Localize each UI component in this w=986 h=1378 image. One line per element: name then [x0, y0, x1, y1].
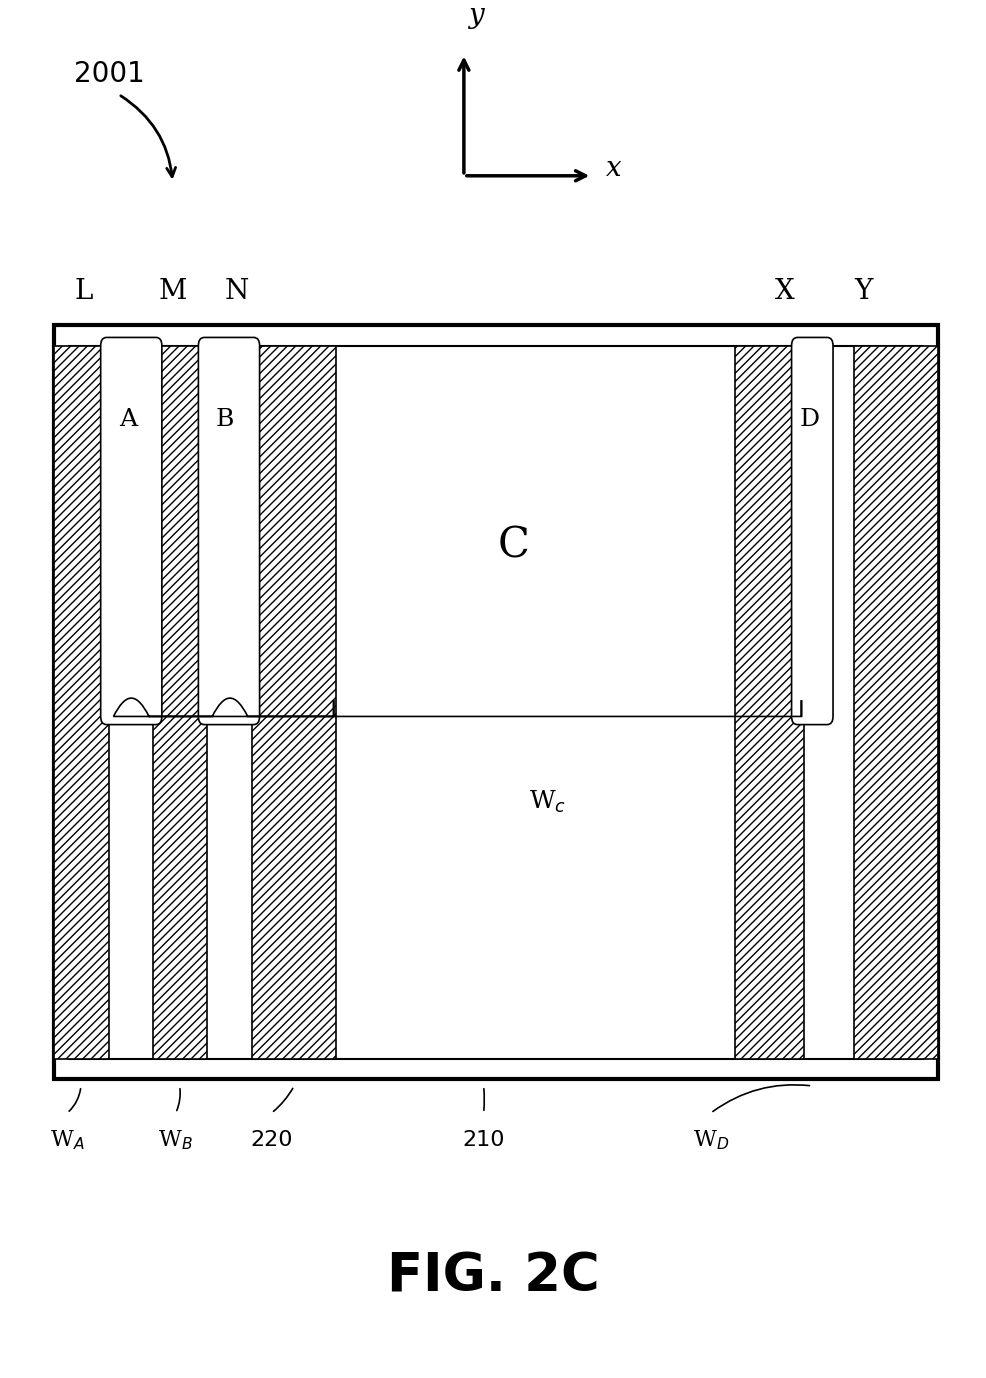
Text: L: L: [75, 278, 93, 305]
Text: 210: 210: [461, 1130, 505, 1151]
Text: D: D: [799, 408, 818, 431]
Text: M: M: [159, 278, 186, 305]
Text: W$_B$: W$_B$: [158, 1129, 193, 1152]
Bar: [69, 346, 922, 1058]
Bar: [153, 346, 207, 1058]
Text: W$_A$: W$_A$: [49, 1129, 85, 1152]
Text: Y: Y: [854, 278, 872, 305]
FancyBboxPatch shape: [791, 338, 832, 725]
Text: y: y: [467, 3, 483, 29]
Bar: [251, 346, 335, 1058]
Text: N: N: [225, 278, 248, 305]
Text: X: X: [774, 278, 794, 305]
Text: A: A: [119, 408, 137, 431]
Bar: [54, 325, 937, 1079]
FancyBboxPatch shape: [198, 338, 259, 725]
Text: C: C: [497, 524, 528, 566]
Text: 220: 220: [249, 1130, 293, 1151]
FancyBboxPatch shape: [101, 338, 162, 725]
Text: W$_D$: W$_D$: [692, 1129, 728, 1152]
Text: x: x: [605, 156, 621, 182]
Text: FIG. 2C: FIG. 2C: [387, 1250, 599, 1302]
Bar: [54, 346, 108, 1058]
Text: B: B: [216, 408, 234, 431]
Text: W$_c$: W$_c$: [528, 790, 566, 816]
Text: 2001: 2001: [74, 59, 145, 88]
Bar: [735, 346, 804, 1058]
Bar: [853, 346, 937, 1058]
